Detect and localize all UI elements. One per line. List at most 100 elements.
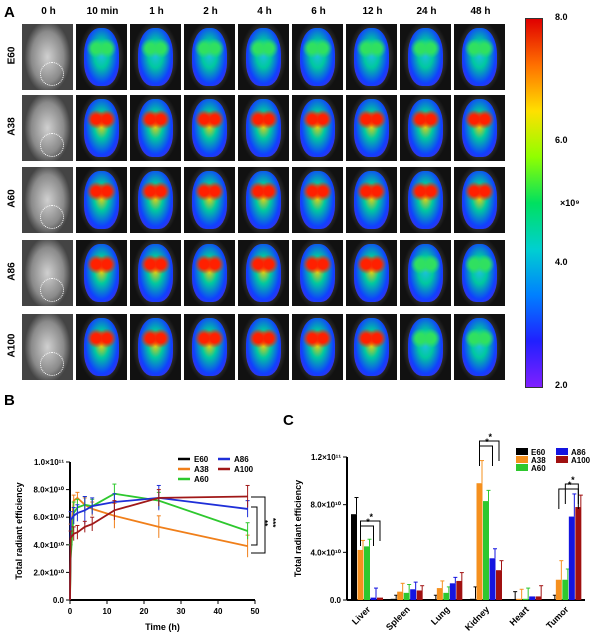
mouse-image <box>76 167 127 233</box>
bar-A60-Lung <box>443 592 450 600</box>
category-label: Lung <box>429 604 452 627</box>
fluorescence-signal <box>246 244 281 302</box>
mouse-image <box>184 95 235 161</box>
y-tick-label: 8.0×10¹⁰ <box>310 501 341 510</box>
legend-label: A38 <box>194 465 209 474</box>
row-label: A86 <box>6 262 18 281</box>
significance-bracket <box>564 483 579 504</box>
category-label: Spleen <box>384 604 412 632</box>
bar-A38-Spleen <box>397 591 404 600</box>
y-tick-label: 0.0 <box>330 596 342 605</box>
column-header: 2 h <box>203 6 218 17</box>
bar-A86-Spleen <box>410 589 417 600</box>
significance-mark: *** <box>268 518 277 528</box>
panel-b-label: B <box>4 392 15 409</box>
bar-A100-Tumor <box>575 507 582 600</box>
mouse-image <box>22 314 73 380</box>
mouse-image <box>130 24 181 90</box>
mouse-image <box>22 240 73 306</box>
column-header: 12 h <box>362 6 383 17</box>
fluorescence-signal <box>84 99 119 157</box>
bar-A38-Heart <box>516 598 523 600</box>
colorbar-unit: ×10⁹ <box>560 198 580 208</box>
tumor-outline-circle <box>40 205 64 229</box>
fluorescence-signal <box>138 244 173 302</box>
tumor-outline-circle <box>40 352 64 376</box>
fluorescence-signal <box>408 244 443 302</box>
fluorescence-signal <box>462 99 497 157</box>
fluorescence-signal <box>408 318 443 376</box>
fluorescence-signal <box>462 171 497 229</box>
significance-bracket <box>360 525 374 546</box>
mouse-image <box>238 167 289 233</box>
bar-A60-Spleen <box>403 592 410 600</box>
column-header: 1 h <box>149 6 164 17</box>
fluorescence-signal <box>300 99 335 157</box>
legend-label: A86 <box>234 455 249 464</box>
fluorescence-signal <box>300 171 335 229</box>
colorbar <box>525 18 543 388</box>
row-label: E60 <box>6 46 18 65</box>
mouse-image <box>346 314 397 380</box>
mouse-image <box>292 24 343 90</box>
mouse-image <box>400 95 451 161</box>
fluorescence-signal <box>84 171 119 229</box>
category-label: Heart <box>508 604 531 627</box>
row-label: A100 <box>6 333 18 358</box>
legend-label: A60 <box>531 464 546 473</box>
mouse-image <box>76 240 127 306</box>
fluorescence-signal <box>408 171 443 229</box>
column-header: 0 h <box>41 6 56 17</box>
fluorescence-signal <box>138 171 173 229</box>
chart-b: 0.0 2.0×10¹⁰ 4.0×10¹⁰ 6.0×10¹⁰ 8.0×10¹⁰ 1.0×1… <box>14 455 277 632</box>
series-line-A86 <box>69 496 248 601</box>
y-tick-label: 1.0×10¹¹ <box>34 458 64 467</box>
fluorescence-signal <box>246 28 281 86</box>
colorbar-tick: 8.0 <box>555 12 568 22</box>
fluorescence-signal <box>408 99 443 157</box>
mouse-image <box>454 314 505 380</box>
colorbar-tick: 2.0 <box>555 380 568 390</box>
y-tick-label: 6.0×10¹⁰ <box>33 513 64 522</box>
mouse-image <box>130 167 181 233</box>
fluorescence-signal <box>138 99 173 157</box>
bar-A86-Kidney <box>489 558 496 600</box>
bar-A100-Kidney <box>496 570 502 600</box>
x-tick-label: 40 <box>214 607 223 616</box>
significance-bracket <box>360 520 381 541</box>
bar-A60-Heart <box>522 598 529 600</box>
significance-mark: * <box>485 437 489 447</box>
bar-E60-Liver <box>351 514 357 600</box>
bar-E60-Spleen <box>390 598 397 600</box>
fluorescence-signal <box>354 99 389 157</box>
fluorescence-signal <box>300 318 335 376</box>
bar-A38-Liver <box>357 549 364 600</box>
series-line-A100 <box>69 495 248 601</box>
bar-A86-Liver <box>370 597 377 600</box>
significance-mark: * <box>366 517 370 527</box>
fluorescence-signal <box>462 244 497 302</box>
fluorescence-signal <box>138 28 173 86</box>
bar-A38-Lung <box>436 588 443 600</box>
fluorescence-signal <box>354 28 389 86</box>
category-label: Tumor <box>544 604 571 631</box>
significance-bracket <box>479 445 493 466</box>
mouse-image <box>22 24 73 90</box>
chart-c: 0.0 4.0×10¹⁰ 8.0×10¹⁰ 1.2×10¹¹ Total radiant… <box>293 432 591 633</box>
mouse-image <box>400 314 451 380</box>
bar-A100-Heart <box>535 596 542 600</box>
category-label: Liver <box>350 604 373 627</box>
tumor-outline-circle <box>40 133 64 157</box>
series-line-A38 <box>69 496 248 601</box>
mouse-image <box>184 24 235 90</box>
tumor-outline-circle <box>40 278 64 302</box>
fluorescence-signal <box>408 28 443 86</box>
bar-A86-Heart <box>529 596 536 600</box>
legend-label: A38 <box>531 456 546 465</box>
column-header: 4 h <box>257 6 272 17</box>
mouse-image <box>238 314 289 380</box>
column-header: 48 h <box>470 6 491 17</box>
legend-label: A100 <box>234 465 254 474</box>
mouse-image <box>454 95 505 161</box>
mouse-image <box>238 24 289 90</box>
